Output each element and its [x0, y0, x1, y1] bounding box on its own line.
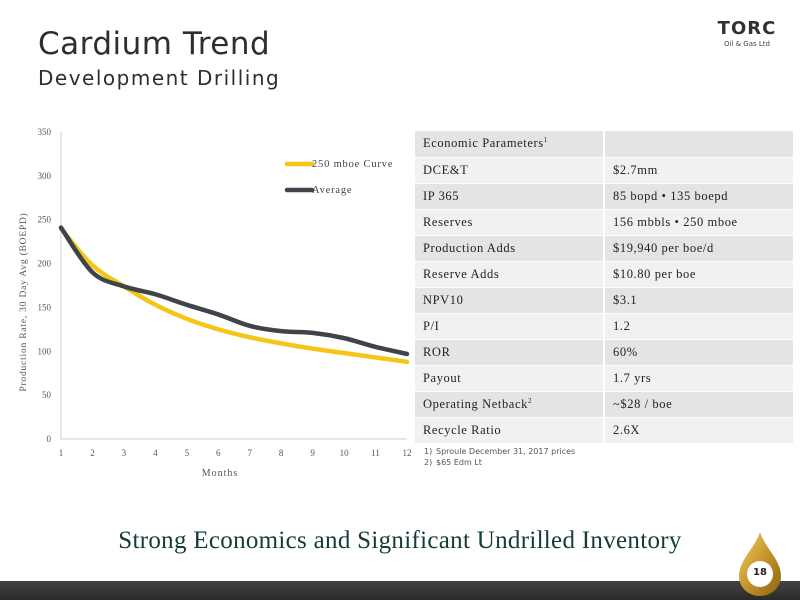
row-label: DCE&T — [415, 157, 604, 184]
x-tick-label: 1 — [59, 448, 64, 458]
footnotes: 1) Sproule December 31, 2017 prices 2) $65… — [424, 446, 575, 468]
row-label: Payout — [415, 365, 604, 392]
table-row: Production Adds $19,940 per boe/d — [415, 235, 793, 262]
legend-label: Average — [312, 185, 352, 196]
row-label-text: IP 365 — [423, 189, 460, 203]
row-label-text: NPV10 — [423, 293, 464, 307]
y-tick-label: 100 — [38, 346, 52, 356]
row-value: $19,940 per boe/d — [603, 235, 793, 262]
footnote: 2) $65 Edm Lt — [424, 457, 575, 468]
x-tick-label: 5 — [185, 448, 190, 458]
table-row: ROR 60% — [415, 339, 793, 366]
row-value: 1.2 — [603, 313, 793, 340]
economic-parameters-table: Economic Parameters1 DCE&T $2.7mm IP 365 85… — [415, 131, 793, 444]
row-label: NPV10 — [415, 287, 604, 314]
row-value: $3.1 — [603, 287, 793, 314]
row-value: $10.80 per boe — [603, 261, 793, 288]
footnote-number: 2) — [424, 458, 433, 467]
y-tick-label: 50 — [42, 390, 52, 400]
row-label-text: Recycle Ratio — [423, 423, 502, 437]
row-value: ~$28 / boe — [603, 391, 793, 418]
row-label: Recycle Ratio — [415, 417, 604, 444]
slide-subtitle: Development Drilling — [38, 66, 281, 90]
row-label: ROR — [415, 339, 604, 366]
table-header-value — [603, 131, 793, 158]
row-label: Operating Netback2 — [415, 391, 604, 418]
row-label-sup: 2 — [527, 396, 533, 405]
legend-label: 250 mboe Curve — [312, 159, 393, 170]
logo-word: TORC — [717, 18, 777, 39]
y-tick-label: 250 — [38, 215, 52, 225]
x-tick-label: 9 — [310, 448, 315, 458]
table-row: DCE&T $2.7mm — [415, 157, 793, 184]
x-tick-label: 7 — [247, 448, 252, 458]
table-row: P/I 1.2 — [415, 313, 793, 340]
y-tick-label: 200 — [38, 259, 52, 269]
y-tick-label: 150 — [38, 302, 52, 312]
row-label-text: Payout — [423, 371, 462, 385]
row-label-text: Reserves — [423, 215, 473, 229]
row-label: Production Adds — [415, 235, 604, 262]
x-tick-label: 2 — [90, 448, 95, 458]
x-tick-label: 3 — [122, 448, 127, 458]
bottom-bar — [0, 581, 800, 600]
row-label: Reserve Adds — [415, 261, 604, 288]
row-label: Reserves — [415, 209, 604, 236]
row-label-text: P/I — [423, 319, 440, 333]
row-label-text: ROR — [423, 345, 451, 359]
header-text: Economic Parameters — [423, 136, 544, 151]
x-tick-label: 12 — [403, 448, 412, 458]
row-label-text: Reserve Adds — [423, 267, 500, 281]
row-label: P/I — [415, 313, 604, 340]
table-row: NPV10 $3.1 — [415, 287, 793, 314]
footnote-number: 1) — [424, 447, 433, 456]
row-value: 2.6X — [603, 417, 793, 444]
y-axis-label: Production Rate, 30 Day Avg (BOEPD) — [18, 212, 29, 391]
y-tick-label: 300 — [38, 171, 52, 181]
slide-tagline: Strong Economics and Significant Undrill… — [118, 527, 682, 554]
table-row: Recycle Ratio 2.6X — [415, 417, 793, 444]
x-tick-label: 6 — [216, 448, 221, 458]
table-row: Operating Netback2 ~$28 / boe — [415, 391, 793, 418]
oil-drop-icon — [739, 532, 781, 596]
x-tick-label: 4 — [153, 448, 158, 458]
row-label-text: DCE&T — [423, 163, 469, 177]
footnote-text: $65 Edm Lt — [436, 458, 482, 467]
footnote: 1) Sproule December 31, 2017 prices — [424, 446, 575, 457]
row-value: 85 bopd • 135 boepd — [603, 183, 793, 210]
row-value: 156 mbbls • 250 mboe — [603, 209, 793, 236]
table-row: Payout 1.7 yrs — [415, 365, 793, 392]
table-header-label: Economic Parameters1 — [415, 131, 604, 158]
y-tick-label: 350 — [38, 127, 52, 137]
row-value: 1.7 yrs — [603, 365, 793, 392]
x-tick-label: 11 — [371, 448, 380, 458]
row-label-text: Production Adds — [423, 241, 516, 255]
series-line-average — [58, 225, 410, 357]
torc-logo: TORC Oil & Gas Ltd — [712, 18, 782, 54]
x-tick-label: 10 — [340, 448, 350, 458]
page-number: 18 — [753, 567, 767, 578]
x-tick-label: 8 — [279, 448, 284, 458]
slide-title: Cardium Trend — [38, 26, 271, 62]
table-row: IP 365 85 bopd • 135 boepd — [415, 183, 793, 210]
x-axis-label: Months — [202, 468, 239, 479]
table-row: Reserves 156 mbbls • 250 mboe — [415, 209, 793, 236]
footnote-text: Sproule December 31, 2017 prices — [436, 447, 576, 456]
header-sup: 1 — [543, 136, 548, 145]
table-header-row: Economic Parameters1 — [415, 131, 793, 158]
row-value: $2.7mm — [603, 157, 793, 184]
row-value: 60% — [603, 339, 793, 366]
row-label: IP 365 — [415, 183, 604, 210]
y-tick-label: 0 — [47, 434, 52, 444]
logo-tagline: Oil & Gas Ltd — [724, 40, 770, 48]
row-label-text: Operating Netback — [423, 397, 528, 412]
table-row: Reserve Adds $10.80 per boe — [415, 261, 793, 288]
